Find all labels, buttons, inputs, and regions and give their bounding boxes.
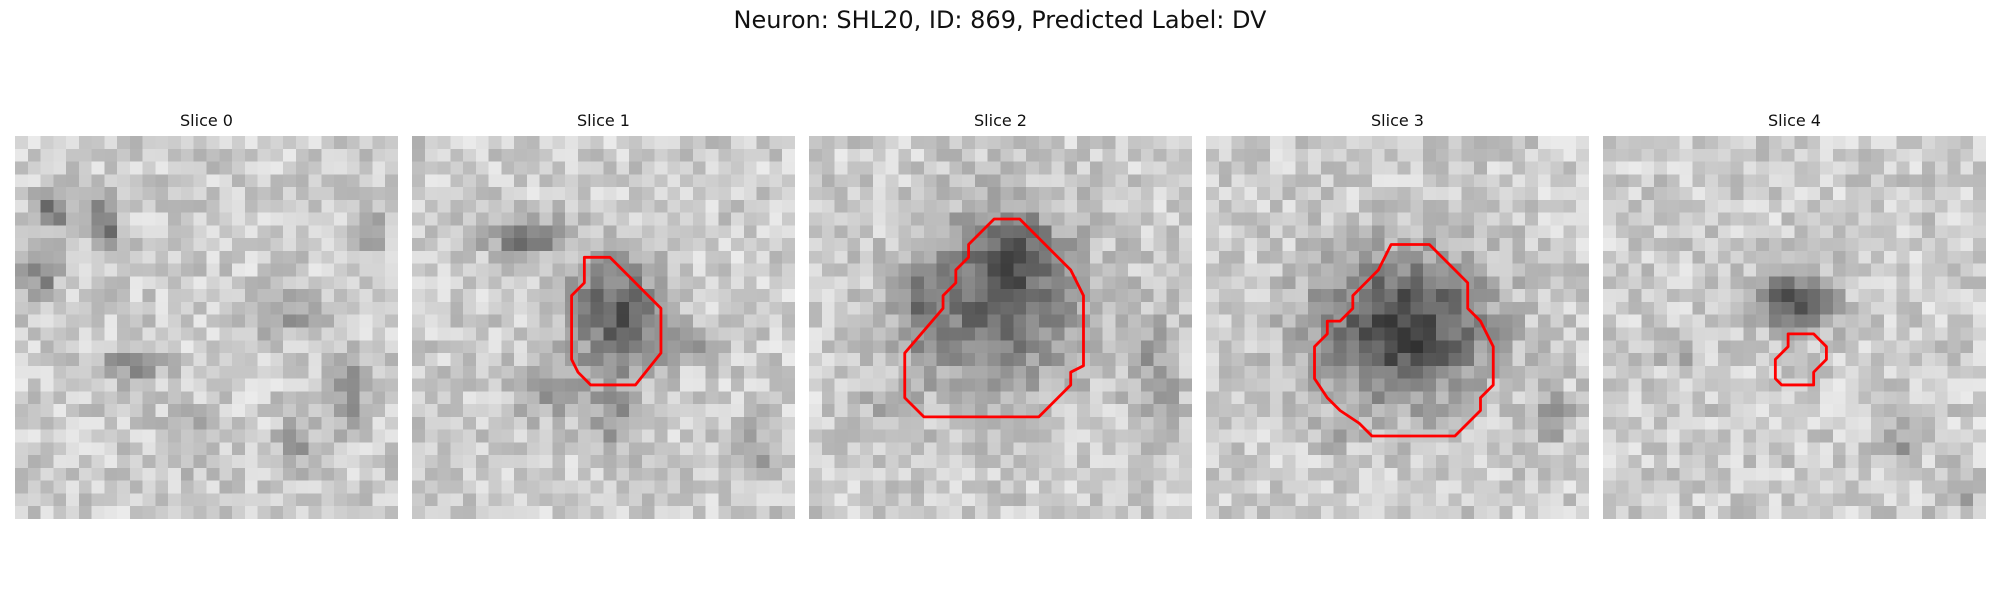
- slice-panel-4: Slice 4: [1603, 110, 1986, 519]
- microscopy-image: [1206, 136, 1589, 519]
- slice-title: Slice 3: [1371, 111, 1424, 130]
- segmentation-outline: [1313, 243, 1495, 438]
- figure-title: Neuron: SHL20, ID: 869, Predicted Label:…: [733, 6, 1267, 34]
- slice-panel-0: Slice 0: [15, 110, 398, 519]
- slice-title: Slice 0: [180, 111, 233, 130]
- segmentation-outline: [570, 255, 663, 387]
- segmentation-outline: [1773, 332, 1828, 387]
- slice-title: Slice 4: [1768, 111, 1821, 130]
- microscopy-image: [809, 136, 1192, 519]
- slice-title: Slice 2: [974, 111, 1027, 130]
- microscopy-image: [1603, 136, 1986, 519]
- microscopy-image: [412, 136, 795, 519]
- microscopy-image: [15, 136, 398, 519]
- slice-title: Slice 1: [577, 111, 630, 130]
- segmentation-outline: [903, 217, 1085, 419]
- slice-panel-3: Slice 3: [1206, 110, 1589, 519]
- slice-panel-2: Slice 2: [809, 110, 1192, 519]
- slice-panel-1: Slice 1: [412, 110, 795, 519]
